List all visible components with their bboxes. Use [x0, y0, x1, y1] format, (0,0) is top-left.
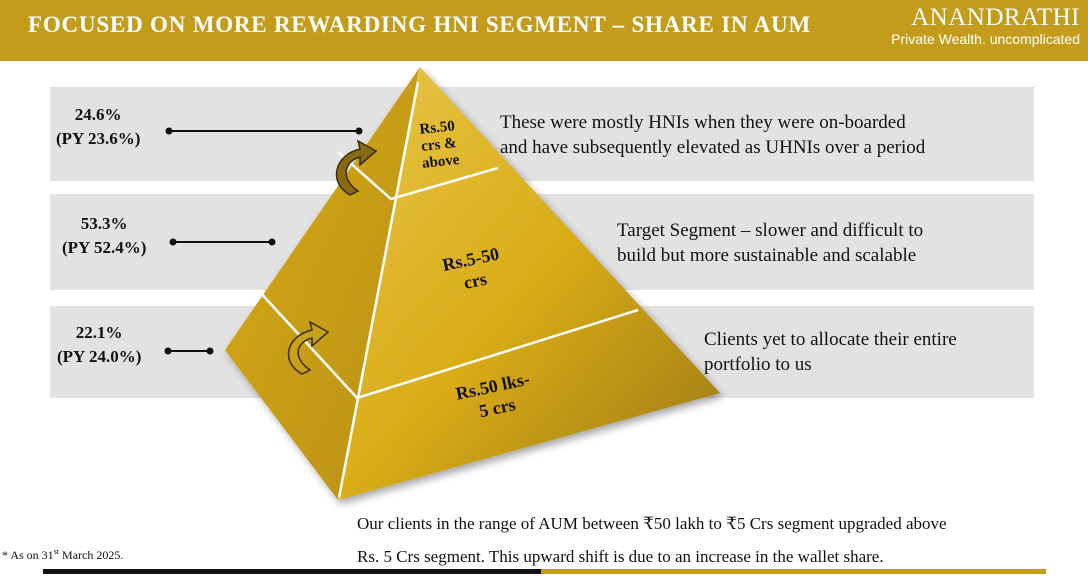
- tier-middle-description: Target Segment – slower and difficult to…: [617, 218, 923, 268]
- tier-top-connector: [165, 127, 363, 135]
- as-of-footnote: * As on 31st March 2025.: [2, 547, 123, 563]
- pyramid-right-face: [338, 67, 720, 500]
- footnote-prefix: * As on 31: [2, 548, 54, 562]
- tier-band-top: [50, 87, 1034, 181]
- tier-middle-connector: [169, 238, 276, 246]
- tier-middle-share-previous: (PY 52.4%): [62, 238, 147, 257]
- tier-top-description: These were mostly HNIs when they were on…: [500, 110, 925, 160]
- tier-top-description-line2: and have subsequently elevated as UHNIs …: [500, 137, 926, 158]
- pyramid-left-face: [225, 67, 420, 500]
- footer-rule-gold: [541, 569, 1046, 574]
- upgrade-note: Our clients in the range of AUM between …: [357, 507, 947, 573]
- tier-middle-share-value: 53.3%: [80, 214, 128, 233]
- footnote-superscript: st: [53, 547, 60, 556]
- tier-top-share: 24.6% (PY 23.6%): [56, 103, 140, 151]
- tier-bottom-connector: [164, 347, 214, 355]
- tier-bottom-share-value: 22.1%: [75, 323, 123, 342]
- header-bar: FOCUSED ON MORE REWARDING HNI SEGMENT – …: [0, 0, 1088, 61]
- footer-rule-black: [43, 569, 541, 574]
- brand-tagline: Private Wealth. uncomplicated: [891, 31, 1080, 47]
- tier-bottom-description-line1: Clients yet to allocate their entire: [704, 329, 957, 350]
- tier-top-label: Rs.50 crs & above: [406, 117, 471, 174]
- upward-curved-arrow-icon: [335, 139, 378, 196]
- tier-middle-share: 53.3% (PY 52.4%): [62, 212, 146, 260]
- tier-middle-description-line2: build but more sustainable and scalable: [617, 245, 917, 266]
- tier-middle-description-line1: Target Segment – slower and difficult to: [617, 220, 924, 241]
- upward-curved-arrow-icon: [287, 320, 330, 375]
- tier-top-share-previous: (PY 23.6%): [56, 129, 141, 148]
- tier-bottom-description: Clients yet to allocate their entire por…: [704, 327, 957, 377]
- tier-top-description-line1: These were mostly HNIs when they were on…: [500, 112, 906, 133]
- slide-title: FOCUSED ON MORE REWARDING HNI SEGMENT – …: [28, 12, 812, 37]
- brand-logo-name: ANANDRATHI: [911, 4, 1080, 31]
- tier-bottom-share-previous: (PY 24.0%): [57, 347, 142, 366]
- pyramid-center-edge: [337, 81, 420, 499]
- tier-bottom-share: 22.1% (PY 24.0%): [57, 321, 141, 369]
- tier-top-share-value: 24.6%: [74, 105, 122, 124]
- upgrade-note-line1: Our clients in the range of AUM between …: [357, 514, 947, 533]
- upgrade-note-line2: Rs. 5 Crs segment. This upward shift is …: [357, 547, 884, 566]
- tier-divider-upper: [337, 151, 499, 201]
- footnote-suffix: March 2025.: [59, 548, 124, 562]
- tier-bottom-description-line2: portfolio to us: [704, 354, 812, 375]
